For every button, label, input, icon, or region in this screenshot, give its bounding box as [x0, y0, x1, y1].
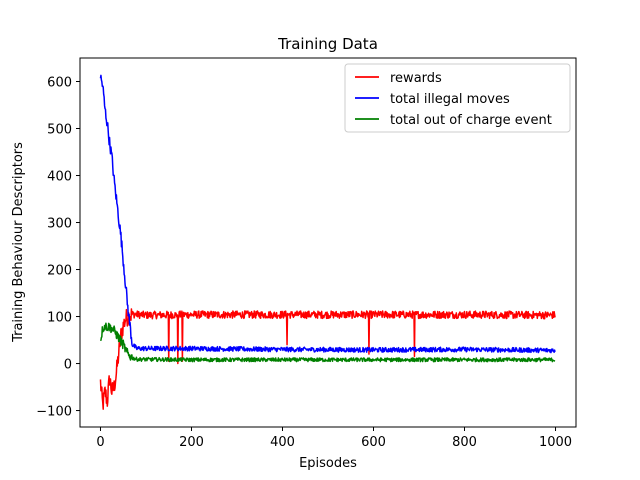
y-tick-label: 0 — [64, 358, 72, 373]
y-tick-label: 200 — [47, 264, 72, 279]
y-tick-label: 600 — [47, 76, 72, 91]
legend-label: total out of charge event — [390, 113, 552, 128]
x-tick-label: 600 — [361, 435, 386, 450]
y-tick-label: 100 — [47, 311, 72, 326]
y-axis-label: Training Behaviour Descriptors — [11, 142, 26, 343]
x-axis-label: Episodes — [299, 456, 357, 471]
x-tick-label: 200 — [179, 435, 204, 450]
series-line-0 — [99, 308, 556, 410]
chart-title: Training Data — [277, 35, 378, 53]
y-axis: −100 0 100 200 300 400 500 600 — [36, 76, 80, 420]
x-axis: 0 200 400 600 800 1000 — [96, 427, 572, 450]
x-tick-label: 800 — [452, 435, 477, 450]
legend-label: rewards — [390, 71, 442, 86]
y-tick-label: −100 — [36, 405, 72, 420]
y-tick-label: 400 — [47, 170, 72, 185]
x-tick-label: 400 — [270, 435, 295, 450]
plot-frame — [79, 57, 577, 428]
x-tick-label: 1000 — [539, 435, 572, 450]
y-tick-label: 300 — [47, 217, 72, 232]
x-tick-label: 0 — [96, 435, 104, 450]
legend-label: total illegal moves — [390, 92, 510, 107]
plot-lines — [99, 74, 556, 410]
legend: rewards total illegal moves total out of c… — [344, 63, 571, 133]
series-line-2 — [99, 322, 556, 363]
y-tick-label: 500 — [47, 123, 72, 138]
series-line-1 — [99, 74, 556, 354]
legend-box — [344, 63, 571, 133]
